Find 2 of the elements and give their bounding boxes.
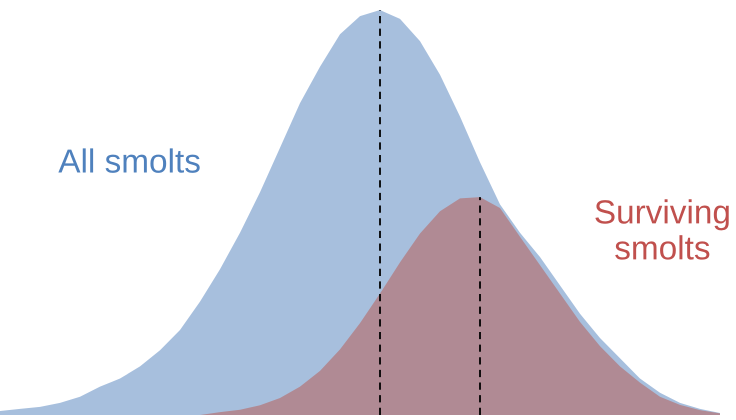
series-label: Surviving smolts	[595, 199, 729, 260]
series-label: All smolts	[58, 148, 200, 173]
